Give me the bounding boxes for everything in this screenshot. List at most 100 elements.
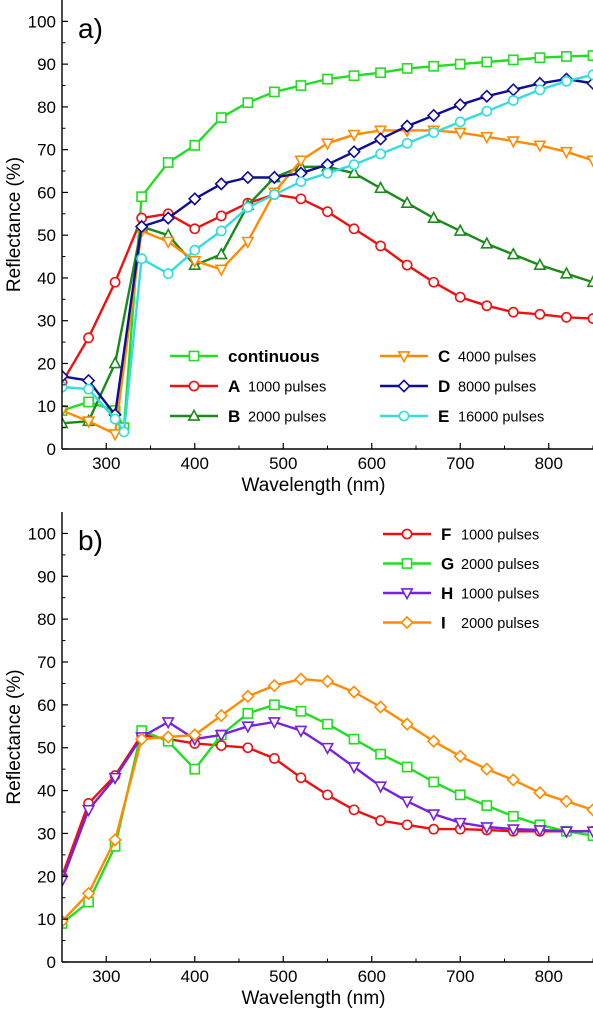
data-point-a-5-12: [348, 159, 360, 171]
data-point-a-2-11: [347, 165, 361, 179]
y-tick-label: 60: [37, 696, 56, 715]
series-group: [62, 672, 593, 929]
data-point-a-2-14: [427, 210, 441, 223]
legend-letter: A: [228, 377, 240, 396]
data-point-b-3-16: [480, 762, 494, 776]
data-point-a-4-15: [453, 98, 467, 112]
data-point-a-2-12: [374, 180, 388, 194]
data-point-b-0-11: [348, 804, 360, 816]
y-tick-label: 40: [37, 269, 56, 288]
data-point-a-3-15: [453, 127, 467, 140]
legend-letter: I: [441, 614, 446, 633]
data-point-b-3-10: [320, 674, 335, 689]
x-tick-label: 600: [358, 967, 386, 986]
legend-item-a-2: B 2000 pulses: [170, 407, 326, 426]
data-point-a-4-13: [400, 119, 414, 133]
data-point-b-3-17: [506, 773, 521, 787]
data-point-b-2-20: [586, 826, 593, 839]
legend-item-a-0: continuous: [170, 347, 320, 366]
legend-letter: F: [441, 525, 451, 544]
data-point-a-0-12: [348, 70, 360, 82]
data-point-b-1-5: [189, 763, 201, 775]
data-point-a-2-20: [586, 274, 593, 288]
y-tick-label: 50: [37, 739, 56, 758]
legend-swatch-marker: [187, 408, 201, 421]
data-point-b-3-19: [559, 794, 574, 809]
data-point-a-4-16: [480, 89, 494, 103]
data-point-b-2-17: [506, 824, 520, 837]
data-point-a-4-0: [62, 369, 69, 384]
series-a-4: [62, 72, 593, 422]
data-point-b-0-6: [215, 740, 227, 751]
data-point-b-2-12: [374, 781, 388, 794]
data-point-b-2-7: [241, 721, 255, 734]
x-axis-title: Wavelength (nm): [242, 475, 386, 496]
data-point-a-0-17: [481, 56, 493, 68]
y-tick-label: 100: [28, 524, 56, 543]
data-point-a-5-16: [454, 116, 466, 128]
data-point-a-0-11: [322, 73, 333, 85]
y-tick-label: 80: [37, 98, 56, 117]
data-point-a-5-19: [534, 84, 546, 96]
legend-letter: D: [438, 377, 450, 396]
legend-label: 1000 pulses: [461, 587, 539, 603]
data-point-b-1-7: [242, 708, 254, 719]
legend-label: 2000 pulses: [461, 557, 539, 573]
data-point-a-4-11: [347, 145, 361, 159]
data-point-a-4-20: [586, 76, 593, 91]
series-line-b-0: [62, 733, 593, 877]
data-point-a-4-14: [426, 108, 441, 123]
data-point-b-3-15: [453, 749, 467, 764]
x-tick-label: 500: [269, 967, 297, 986]
legend-letter: G: [441, 555, 454, 574]
y-tick-label: 10: [37, 910, 56, 929]
data-point-b-2-16: [480, 822, 494, 835]
data-point-a-1-20: [587, 313, 593, 324]
data-point-a-0-21: [587, 50, 593, 61]
legend: continuous A 1000 pulses B 2000 pulses C 4000 …: [170, 347, 544, 426]
legend-label: 2000 pulses: [248, 410, 326, 426]
data-point-b-2-15: [453, 817, 467, 831]
data-point-a-5-21: [587, 69, 593, 81]
y-tick-label: 40: [37, 782, 56, 801]
data-point-a-2-13: [400, 195, 414, 209]
data-point-a-1-9: [295, 193, 307, 205]
data-point-b-1-12: [375, 748, 386, 760]
data-point-a-1-1: [83, 332, 94, 344]
data-point-b-2-2: [108, 772, 122, 786]
data-point-a-4-3: [134, 219, 149, 234]
x-tick-label: 400: [181, 967, 209, 986]
legend-letter: H: [441, 584, 453, 603]
data-point-b-2-9: [294, 725, 308, 738]
series-group: [62, 50, 593, 442]
data-point-a-3-20: [586, 155, 593, 168]
legend-swatch-marker: [188, 350, 200, 362]
panel-label: a): [78, 13, 103, 44]
data-point-b-0-13: [401, 819, 413, 831]
data-point-a-0-4: [136, 191, 148, 203]
data-point-b-3-14: [426, 734, 441, 749]
y-tick-label: 60: [37, 183, 56, 202]
data-point-a-5-6: [189, 244, 201, 256]
x-tick-label: 800: [535, 967, 563, 986]
legend-label: 2000 pulses: [461, 616, 539, 632]
data-point-a-5-2: [109, 413, 121, 425]
y-tick-label: 20: [37, 867, 56, 886]
legend-label: continuous: [228, 347, 320, 366]
data-point-a-1-14: [428, 276, 440, 288]
data-point-b-3-13: [400, 717, 414, 731]
data-point-a-4-8: [267, 170, 282, 185]
data-point-a-4-6: [214, 177, 229, 191]
data-point-a-3-16: [480, 131, 494, 145]
data-point-b-2-0: [62, 875, 69, 888]
data-point-a-5-11: [322, 167, 333, 179]
data-point-b-1-10: [322, 718, 333, 730]
y-axis-title: Reflectance (%): [4, 669, 25, 804]
data-point-a-0-8: [242, 97, 254, 109]
chart-panel-a: 0 10 20 30 40 50 60 70 80 90 100 300 400 500 600 700 800…: [4, 0, 593, 496]
data-point-b-1-13: [401, 761, 413, 773]
y-axis-title: Reflectance (%): [4, 157, 25, 292]
data-point-b-0-9: [295, 772, 307, 784]
y-tick-label: 50: [37, 226, 56, 245]
x-tick-label: 700: [446, 967, 474, 986]
